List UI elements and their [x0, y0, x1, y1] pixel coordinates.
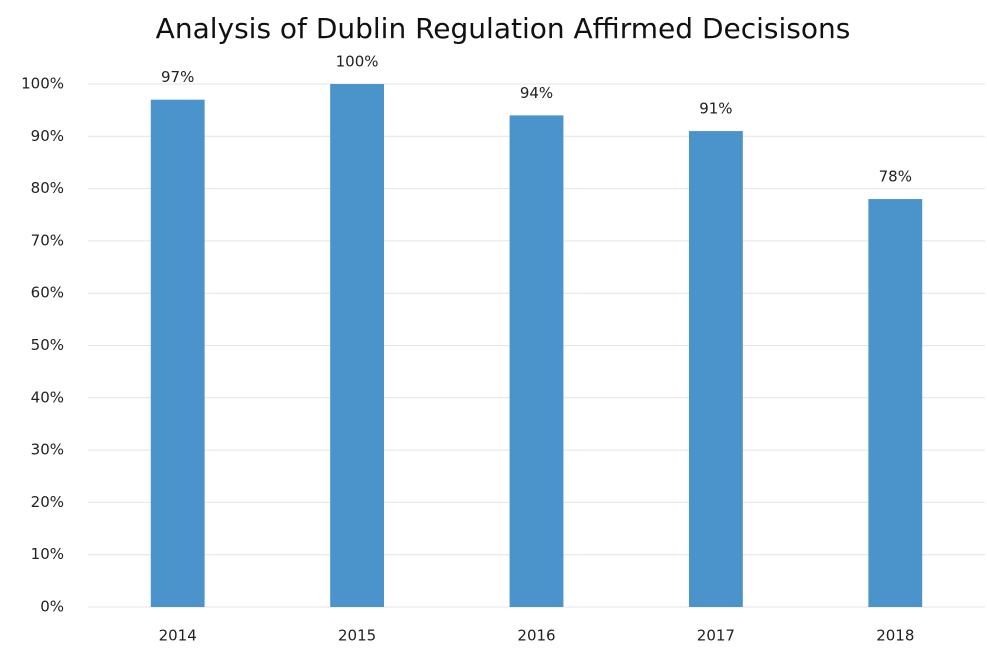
y-tick-label: 60%	[31, 284, 64, 302]
x-tick-label: 2015	[338, 627, 376, 645]
y-tick-label: 20%	[31, 493, 64, 511]
data-label: 100%	[336, 53, 379, 71]
bar	[688, 131, 743, 607]
bar	[868, 199, 923, 607]
x-tick-label: 2014	[159, 627, 197, 645]
x-tick-label: 2017	[697, 627, 735, 645]
y-tick-label: 50%	[31, 336, 64, 354]
y-tick-label: 100%	[21, 75, 64, 93]
bar	[509, 115, 564, 607]
y-tick-label: 70%	[31, 231, 64, 249]
bar	[330, 84, 385, 607]
data-label: 91%	[699, 100, 732, 118]
x-tick-label: 2018	[876, 627, 914, 645]
y-tick-label: 10%	[31, 545, 64, 563]
data-label: 97%	[161, 68, 194, 86]
data-label: 94%	[520, 84, 553, 102]
y-tick-label: 40%	[31, 388, 64, 406]
data-label: 78%	[879, 168, 912, 186]
x-tick-label: 2016	[517, 627, 555, 645]
y-tick-label: 90%	[31, 127, 64, 145]
chart-title: Analysis of Dublin Regulation Affirmed D…	[156, 12, 851, 45]
y-tick-label: 30%	[31, 441, 64, 459]
bar	[150, 99, 205, 607]
y-tick-label: 0%	[40, 598, 64, 616]
y-tick-label: 80%	[31, 179, 64, 197]
